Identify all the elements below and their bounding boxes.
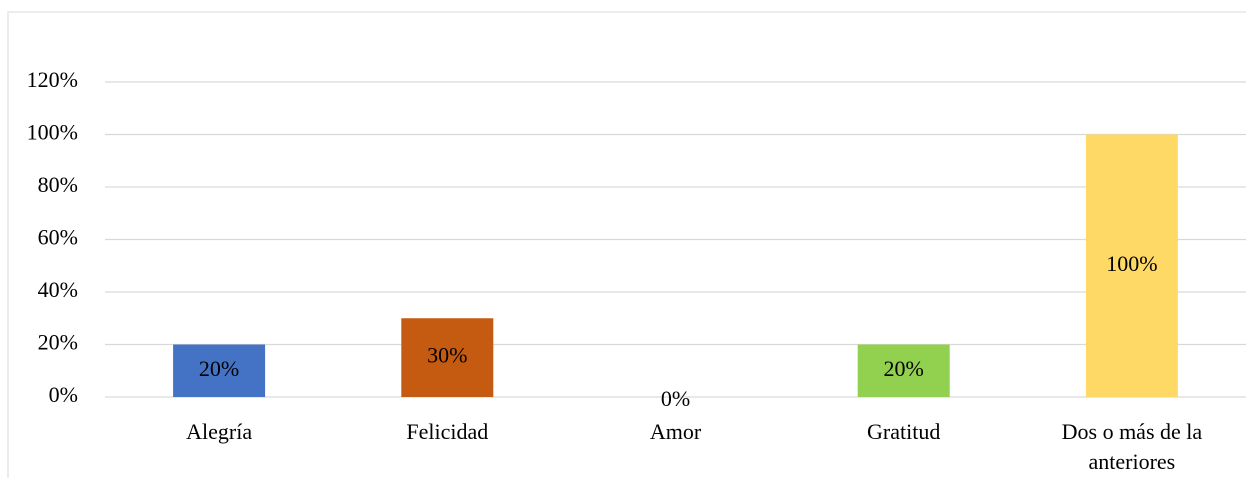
x-tick-label: Dos o más de la anteriores xyxy=(1061,419,1203,474)
y-tick-label: 100% xyxy=(27,120,78,145)
x-tick-label-box: Dos o más de la anteriores xyxy=(1061,419,1203,474)
data-label: 0% xyxy=(661,386,690,411)
x-tick-label: Gratitud xyxy=(867,419,941,444)
data-label: 20% xyxy=(199,356,239,381)
bar xyxy=(857,344,950,397)
x-tick-label-box: Alegría xyxy=(186,419,253,444)
y-tick-label: 120% xyxy=(27,67,78,92)
x-tick-label: Felicidad xyxy=(406,419,489,444)
bar xyxy=(1085,134,1178,397)
data-label: 20% xyxy=(884,356,924,381)
y-tick-label: 60% xyxy=(38,225,78,250)
x-tick-label-box: Amor xyxy=(649,419,702,444)
data-label: 30% xyxy=(427,343,467,368)
x-tick-label: Alegría xyxy=(186,419,253,444)
chart-frame xyxy=(7,11,1246,478)
y-tick-label: 80% xyxy=(38,172,78,197)
x-tick-label-box: Gratitud xyxy=(867,419,941,444)
y-tick-label: 0% xyxy=(49,382,78,407)
y-tick-label: 20% xyxy=(38,330,78,355)
bar xyxy=(401,318,494,397)
x-tick-label: Amor xyxy=(649,419,702,444)
x-tick-label-box: Felicidad xyxy=(406,419,489,444)
y-tick-label: 40% xyxy=(38,277,78,302)
data-label: 100% xyxy=(1106,251,1157,276)
bar xyxy=(173,344,266,397)
